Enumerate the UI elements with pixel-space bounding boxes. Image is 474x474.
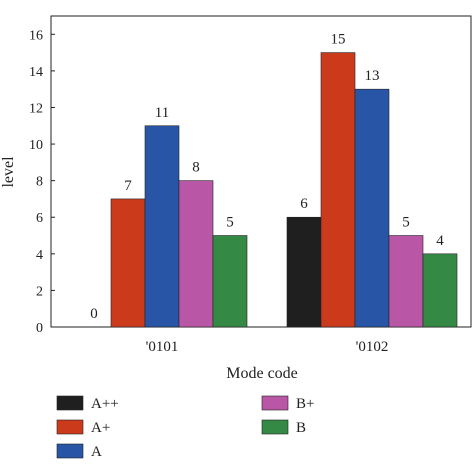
- x-category-label: '0101: [146, 339, 179, 355]
- legend: A++ A+ A B+ B: [56, 395, 314, 460]
- legend-swatch: [261, 419, 289, 435]
- bar-value-label: 8: [192, 160, 200, 176]
- y-tick-label: 12: [29, 101, 43, 116]
- bar: [286, 216, 322, 328]
- legend-label: B: [296, 420, 306, 436]
- y-axis: 0 2 4 6 8 10 12 14 16: [29, 28, 55, 336]
- bar: [110, 198, 146, 328]
- bar: [422, 253, 458, 328]
- plot-frame: [50, 15, 472, 328]
- bar-value-label: 0: [90, 306, 98, 322]
- y-tick-label: 2: [36, 284, 43, 299]
- bar: [388, 235, 424, 328]
- legend-swatch: [56, 443, 84, 459]
- data-labels: 0 7 11 8 5 6 15 13 5 4: [90, 32, 444, 322]
- legend-swatch: [261, 395, 289, 411]
- legend-label: A: [91, 444, 102, 460]
- legend-label: A++: [91, 396, 119, 412]
- bar: [178, 180, 214, 328]
- bar-value-label: 15: [331, 32, 346, 48]
- bar: [354, 88, 390, 328]
- legend-label: B+: [296, 396, 314, 412]
- bar: [320, 52, 356, 328]
- y-tick-label: 6: [36, 211, 43, 226]
- bar-value-label: 13: [365, 68, 380, 84]
- bar-value-label: 4: [436, 233, 444, 249]
- y-tick-label: 4: [36, 248, 43, 263]
- x-axis: '0101 '0102: [146, 323, 389, 355]
- y-axis-title: level: [0, 156, 17, 188]
- x-category-label: '0102: [356, 339, 389, 355]
- x-axis-title: Mode code: [226, 365, 298, 382]
- bar: [212, 235, 248, 328]
- legend-swatch: [56, 395, 84, 411]
- y-tick-label: 8: [36, 175, 43, 190]
- y-tick-label: 10: [29, 138, 43, 153]
- y-tick-label: 14: [29, 65, 43, 80]
- bar-value-label: 11: [155, 105, 169, 121]
- bar-value-label: 5: [226, 215, 234, 231]
- legend-label: A+: [91, 420, 110, 436]
- legend-swatch: [56, 419, 84, 435]
- plot-area: [50, 15, 472, 328]
- bar-value-label: 7: [124, 178, 132, 194]
- bar-value-label: 5: [402, 215, 410, 231]
- bar-value-label: 6: [300, 196, 308, 212]
- bars: [110, 52, 458, 328]
- y-tick-label: 0: [36, 321, 43, 336]
- y-tick-label: 16: [29, 28, 43, 43]
- bar: [144, 125, 180, 328]
